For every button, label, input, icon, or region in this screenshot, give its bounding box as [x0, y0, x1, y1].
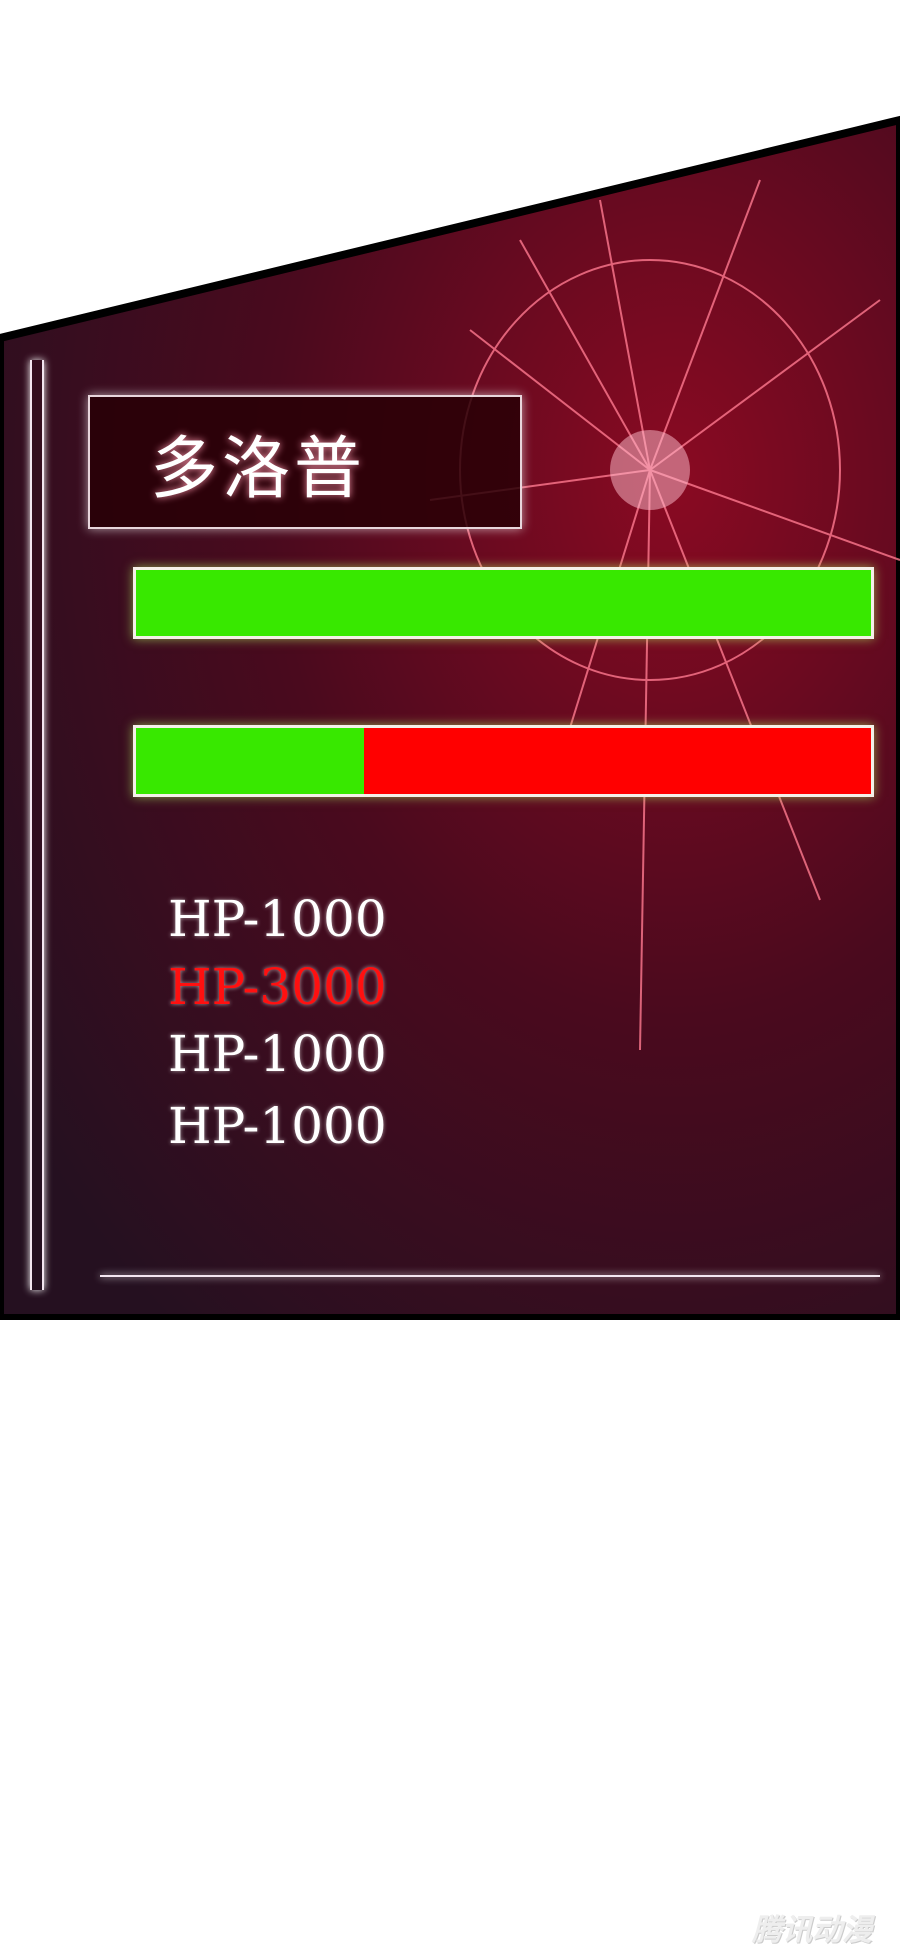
ornate-frame-left	[30, 360, 44, 1290]
health-bar-1	[133, 567, 874, 639]
health-bar-2-fill	[136, 728, 364, 794]
hp-log-line-2: HP-3000	[168, 958, 387, 1016]
panel-background	[0, 115, 900, 1320]
health-bar-2	[133, 725, 874, 797]
watermark-logo: 腾讯动漫	[752, 1913, 872, 1948]
comic-panel: 多洛普 HP-1000 HP-3000 HP-1000 HP-1000	[0, 115, 900, 1320]
hp-log-line-3: HP-1000	[168, 1025, 387, 1083]
health-bar-1-fill	[136, 570, 871, 636]
ornate-frame-bottom	[100, 1275, 880, 1277]
hp-log-line-4: HP-1000	[168, 1097, 387, 1155]
character-name: 多洛普	[150, 429, 367, 509]
hp-log-line-1: HP-1000	[168, 890, 387, 948]
impact-glow	[610, 430, 690, 510]
name-plate: 多洛普	[88, 395, 522, 529]
